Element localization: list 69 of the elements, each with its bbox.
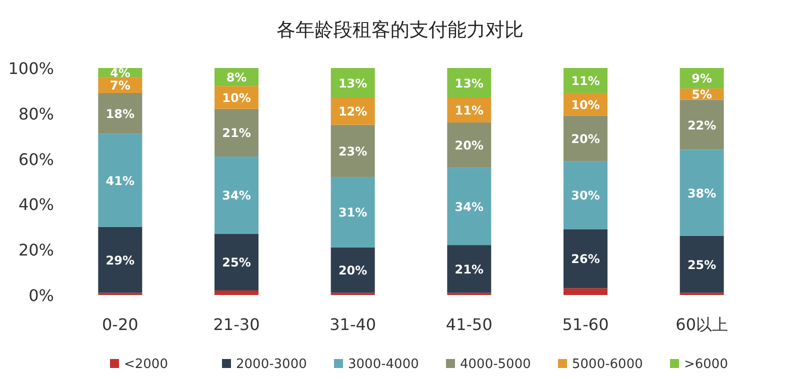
data-label: 20% bbox=[338, 264, 368, 278]
data-label: 18% bbox=[106, 106, 135, 121]
data-label: 4% bbox=[110, 66, 130, 80]
data-label: 20% bbox=[571, 132, 600, 146]
y-tick-label: 60% bbox=[18, 150, 54, 169]
bar bbox=[330, 247, 375, 293]
x-tick-label: 0-20 bbox=[102, 315, 138, 334]
x-tick-label: 41-50 bbox=[446, 315, 492, 334]
bar bbox=[330, 176, 375, 248]
data-label: 5% bbox=[692, 88, 712, 102]
data-label: 11% bbox=[571, 74, 600, 88]
bar bbox=[680, 150, 724, 236]
data-label: 26% bbox=[571, 252, 600, 266]
data-label: 25% bbox=[687, 258, 716, 272]
data-label: 8% bbox=[226, 70, 247, 85]
data-label: 30% bbox=[571, 188, 600, 203]
data-label: 29% bbox=[106, 253, 135, 268]
bar bbox=[214, 234, 258, 290]
bar bbox=[564, 229, 608, 288]
legend-label: 3000-4000 bbox=[348, 357, 419, 372]
data-label: 7% bbox=[110, 78, 130, 93]
bar bbox=[214, 108, 258, 157]
legend-label: <2000 bbox=[124, 357, 168, 372]
x-tick-label: 60以上 bbox=[676, 315, 728, 334]
y-tick-label: 100% bbox=[8, 59, 54, 78]
x-tick-label: 51-60 bbox=[562, 315, 609, 334]
data-label: 9% bbox=[692, 72, 712, 86]
bar bbox=[214, 156, 258, 234]
bar bbox=[98, 226, 142, 293]
bar bbox=[564, 116, 608, 162]
y-tick-label: 80% bbox=[18, 104, 54, 124]
x-tick-label: 21-30 bbox=[213, 315, 260, 334]
data-label: 34% bbox=[222, 188, 251, 203]
legend-label: >6000 bbox=[684, 357, 728, 372]
data-label: 10% bbox=[222, 91, 251, 106]
data-label: 31% bbox=[338, 206, 368, 220]
data-label: 23% bbox=[338, 144, 368, 158]
data-label: 13% bbox=[454, 76, 484, 90]
bar bbox=[680, 236, 724, 293]
data-label: 25% bbox=[222, 256, 251, 270]
data-label: 10% bbox=[571, 98, 600, 112]
data-label: 34% bbox=[454, 200, 484, 214]
data-label: 22% bbox=[687, 118, 716, 132]
bar bbox=[98, 134, 142, 227]
data-label: 11% bbox=[454, 103, 484, 118]
y-tick-label: 40% bbox=[18, 195, 54, 214]
y-tick-label: 20% bbox=[18, 240, 54, 260]
x-tick-label: 31-40 bbox=[330, 315, 376, 334]
data-label: 12% bbox=[338, 104, 368, 119]
bar bbox=[98, 92, 142, 134]
legend-label: 2000-3000 bbox=[236, 357, 307, 372]
bar bbox=[447, 122, 492, 168]
data-label: 21% bbox=[454, 262, 484, 276]
bar bbox=[330, 124, 375, 177]
legend-label: 4000-5000 bbox=[460, 357, 531, 372]
bar bbox=[680, 100, 724, 150]
chart-title: 各年龄段租客的支付能力对比 bbox=[276, 19, 524, 41]
legend-label: 5000-6000 bbox=[572, 357, 643, 372]
data-label: 41% bbox=[106, 174, 135, 188]
bar bbox=[564, 161, 608, 230]
data-label: 13% bbox=[338, 76, 368, 90]
data-label: 38% bbox=[687, 186, 716, 200]
bar bbox=[447, 168, 492, 246]
bar bbox=[447, 245, 492, 293]
bar bbox=[214, 290, 258, 295]
y-tick-label: 0% bbox=[28, 286, 54, 305]
data-label: 21% bbox=[222, 126, 251, 140]
bar bbox=[564, 288, 608, 295]
data-label: 20% bbox=[454, 138, 484, 153]
